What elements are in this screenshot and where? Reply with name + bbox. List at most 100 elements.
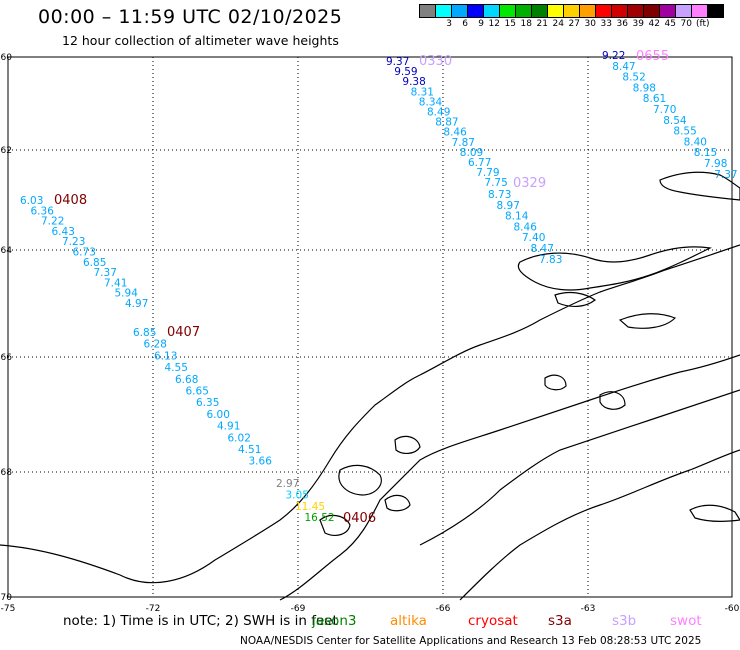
legend-swatch [643,4,660,18]
legend-swatch [595,4,612,18]
wave-height-value: 6.43 [52,226,75,238]
wave-height-value: 8.34 [419,96,443,108]
wave-height-value: 6.28 [144,339,167,351]
wave-height-value: 7.70 [653,104,676,116]
wave-height-value: 7.22 [41,216,64,228]
legend-label: 3 [446,19,452,29]
wave-height-value: 2.97 [276,478,299,490]
wave-height-value: 7.41 [104,277,127,289]
legend-swatch [627,4,644,18]
legend-swatch [467,4,484,18]
graticule [7,56,733,598]
wave-height-value: 7.87 [452,137,475,149]
pass-time-label: 0330 [419,54,452,69]
legend-swatch [579,4,596,18]
island [618,313,677,329]
wave-height-value: 6.02 [228,432,251,444]
legend-swatch [435,4,452,18]
island [689,504,740,522]
pass-time-label: 0406 [343,511,376,526]
coastline [0,171,740,601]
wave-height-value: 8.49 [427,107,450,119]
wave-height-value: 3.66 [249,456,273,468]
legend-swatch [531,4,548,18]
wave-height-value: 6.85 [133,327,156,339]
wave-height-value: 8.15 [694,147,717,159]
wave-height-value: 7.83 [539,254,562,266]
legend-swatches [419,4,724,18]
lat-tick-label: -62 [0,146,12,156]
lon-tick-label: -69 [291,604,306,614]
legend-swatch [659,4,676,18]
wave-height-value: 6.73 [73,247,96,259]
wave-height-value: 6.85 [83,257,106,269]
wave-height-value: 16.52 [305,512,335,524]
legend-swatch [707,4,724,18]
wave-height-value: 7.98 [704,158,727,170]
wave-height-value: 8.40 [684,136,707,148]
lat-tick-label: -70 [0,593,12,603]
legend-swatch [499,4,516,18]
wave-height-value: 6.77 [468,157,491,169]
wave-height-value: 8.98 [633,82,656,94]
legend-spacer [420,19,436,29]
note-text: note: 1) Time is in UTC; 2) SWH is in fe… [63,613,338,629]
wave-height-value: 6.03 [20,195,43,207]
island [544,374,567,391]
wave-height-value: 7.79 [476,167,499,179]
legend-labels: 3 6 9 12 15 18 21 24 27 30 33 36 39 42 45 70 (ft) [420,19,724,29]
satellite-label-swot: swot [670,613,702,629]
wave-height-value: 7.40 [522,232,545,244]
island [319,514,351,536]
pass-time-label: 0408 [54,193,87,208]
legend-swatch [483,4,500,18]
wave-height-value: 5.94 [115,288,139,300]
legend-label: 18 [520,19,532,29]
wave-height-value: 8.46 [514,221,538,233]
satellite-label-jason3: jason3 [312,613,357,629]
wave-height-value: 8.52 [622,72,645,84]
legend-label: 36 [616,19,628,29]
wave-height-value: 8.97 [497,200,520,212]
wave-height-value: 8.14 [505,211,529,223]
wave-height-value: 4.55 [165,362,188,374]
wave-height-value: 6.35 [196,397,219,409]
legend-swatch [675,4,692,18]
wave-height-value: 6.13 [154,350,177,362]
legend-label: 42 [648,19,660,29]
pass-time-label: 0407 [167,325,200,340]
wave-height-value: 4.51 [238,444,261,456]
wave-height-value: 8.73 [488,189,511,201]
lat-tick-label: -64 [0,246,12,256]
wave-height-value: 9.22 [602,50,625,62]
wave-height-value: 8.47 [531,243,554,255]
wave-height-value: 4.97 [125,298,148,310]
lon-tick-label: -75 [1,604,16,614]
satellite-label-altika: altika [390,613,427,629]
wave-height-value: 7.37 [94,267,117,279]
wave-height-value: 6.68 [175,374,198,386]
legend-label: 12 [488,19,500,29]
legend-swatch [419,4,436,18]
island [394,435,421,454]
wave-height-value: 4.91 [217,421,240,433]
legend-label: 30 [584,19,596,29]
lon-tick-label: -60 [725,604,740,614]
wave-height-value: 9.59 [394,66,417,78]
axis-labels: -75 -72 -69 -66 -63 -60 -60 -62 -64 -66 -68 -70 [0,53,740,614]
legend-swatch [515,4,532,18]
peninsula-inner [279,354,740,601]
pass-time-label: 0329 [513,176,546,191]
wave-height-value: 7.37 [714,169,737,181]
pass-time-label: 0655 [636,49,669,64]
satellite-label-s3b: s3b [612,613,637,629]
legend-label: 39 [632,19,644,29]
legend-label: 45 [664,19,676,29]
wave-height-value: 8.47 [612,61,635,73]
wave-height-value: 6.00 [207,409,230,421]
lon-tick-label: -72 [146,604,161,614]
wave-height-value: 8.09 [460,147,483,159]
island [517,246,712,291]
color-legend: 3 6 9 12 15 18 21 24 27 30 33 36 39 42 45 70 (ft) [419,4,724,29]
